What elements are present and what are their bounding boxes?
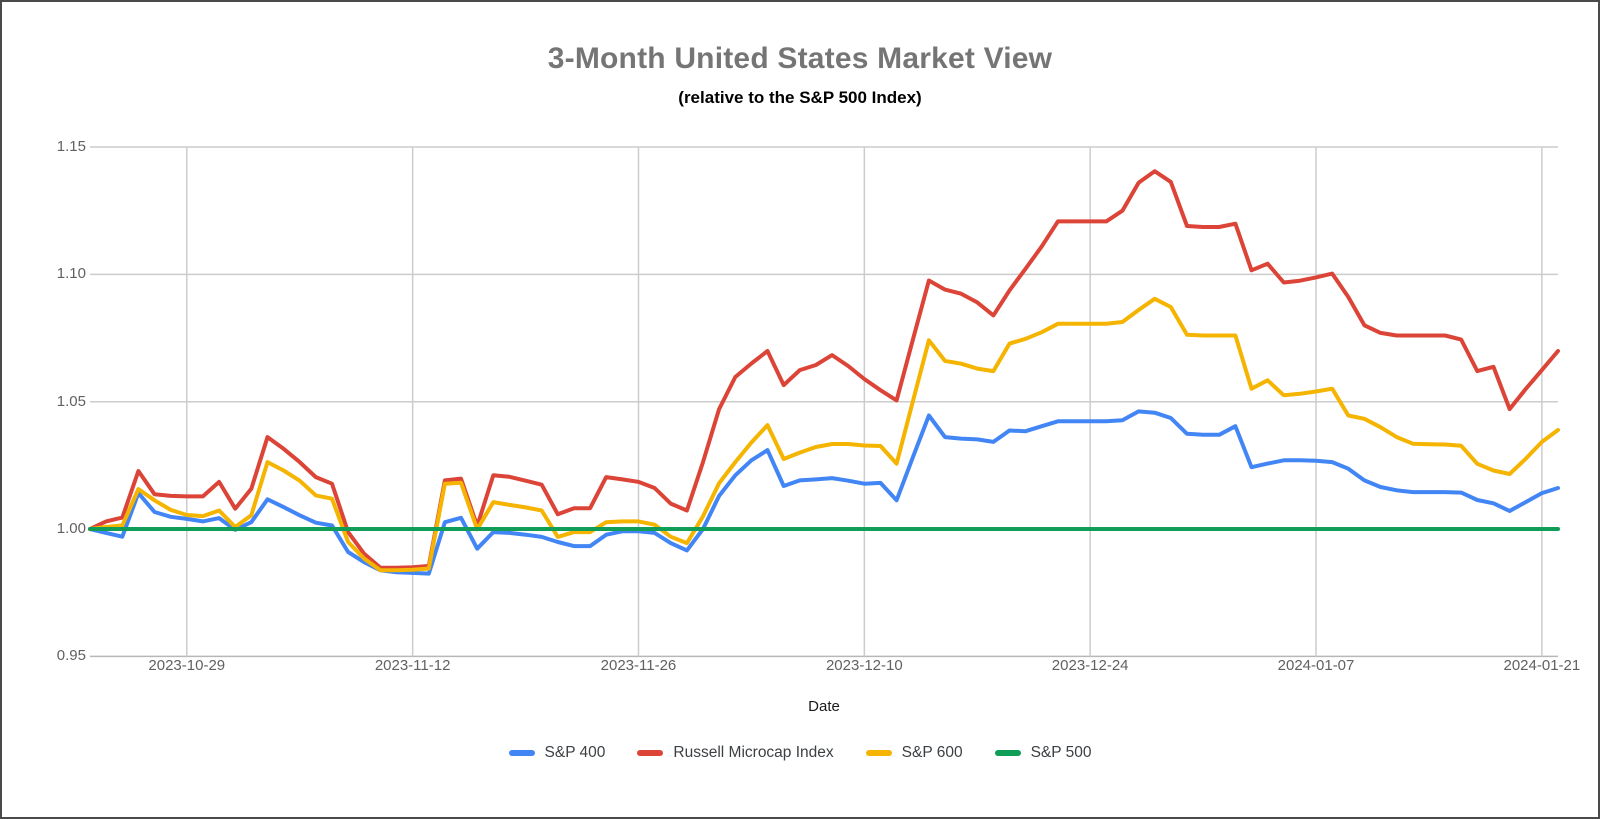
x-axis-tick-label: 2023-11-26 <box>600 657 677 674</box>
y-axis-tick-label: 1.05 <box>56 392 86 410</box>
legend-swatch-sp400 <box>508 750 535 756</box>
x-axis-tick-label: 2023-11-12 <box>374 657 451 674</box>
legend-label: S&P 600 <box>901 744 963 761</box>
x-axis-title: Date <box>808 698 840 715</box>
x-axis-tick-label: 2024-01-07 <box>1277 657 1355 674</box>
chart-title: 3-Month United States Market View <box>547 42 1053 75</box>
series-line-russell-microcap-index[interactable] <box>88 169 1560 570</box>
y-axis-tick-label: 0.95 <box>56 647 86 665</box>
legend-label: S&P 400 <box>544 744 606 761</box>
chart-subtitle: (relative to the S&P 500 Index) <box>678 88 922 107</box>
legend-item-sp600: S&P 600 <box>865 744 963 762</box>
legend-swatch-sp600 <box>865 750 892 756</box>
x-axis-tick-label: 2023-10-29 <box>148 657 226 674</box>
legend-label: Russell Microcap Index <box>673 744 834 761</box>
x-axis-tick-label: 2023-12-10 <box>825 657 903 674</box>
legend-swatch-russell-microcap-index <box>637 750 664 756</box>
legend-item-sp400: S&P 400 <box>508 744 606 762</box>
legend: S&P 400 Russell Microcap Index S&P 600 S&P … <box>2 744 1598 762</box>
legend-swatch-sp500 <box>994 750 1021 756</box>
y-axis-tick-label: 1.15 <box>56 138 86 155</box>
y-axis-tick-label: 1.00 <box>56 520 86 538</box>
x-axis-tick-label: 2023-12-24 <box>1051 657 1129 674</box>
legend-label: S&P 500 <box>1030 744 1092 761</box>
y-axis-tick-label: 1.10 <box>56 265 86 283</box>
legend-item-russell-microcap-index: Russell Microcap Index <box>637 744 834 762</box>
x-axis-tick-label: 2024-01-21 <box>1503 657 1581 674</box>
legend-item-sp500: S&P 500 <box>994 744 1092 762</box>
series-line-sp600[interactable] <box>88 296 1560 573</box>
